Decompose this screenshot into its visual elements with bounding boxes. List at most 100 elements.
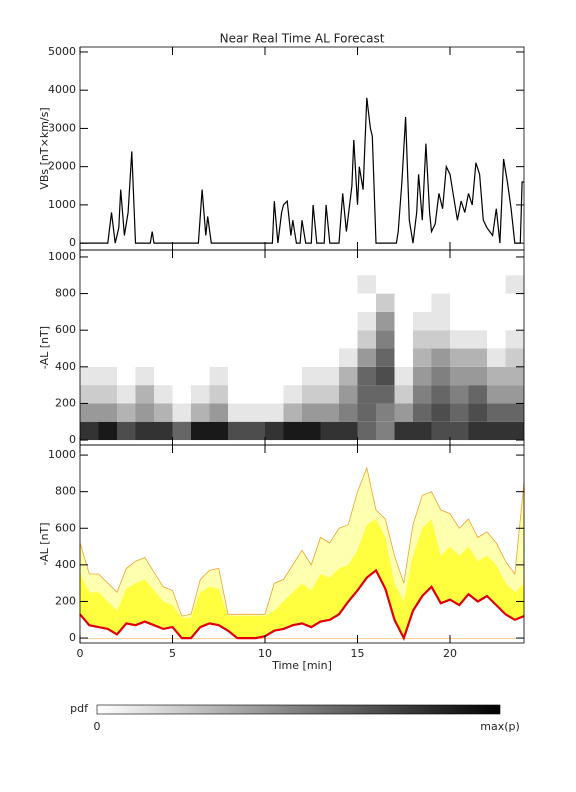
y-tick-label: 600 (55, 521, 76, 534)
heat-cell (357, 421, 376, 441)
data-line (80, 97, 524, 244)
heat-cell (154, 421, 173, 441)
heat-cell (302, 275, 321, 294)
heat-cell (117, 385, 136, 404)
heat-cell (302, 311, 321, 331)
heat-cell (376, 311, 395, 331)
heat-cell (394, 311, 413, 331)
heat-cell (505, 421, 524, 441)
heat-cell (450, 311, 469, 331)
heat-cell (80, 275, 99, 294)
heat-cell (339, 403, 358, 422)
heat-cell (228, 275, 247, 294)
heat-cell (431, 366, 450, 386)
heat-cell (468, 311, 487, 331)
heat-cell (172, 330, 191, 349)
heat-cell (468, 256, 487, 276)
heat-cell (265, 385, 284, 404)
heat-cell (339, 366, 358, 386)
heat-cell (413, 348, 432, 367)
heat-cell (394, 293, 413, 312)
y-tick-label: 800 (55, 287, 76, 300)
heat-cell (394, 403, 413, 422)
heat-cell (376, 403, 395, 422)
heat-cell (450, 293, 469, 312)
heat-cell (191, 403, 210, 422)
heat-cell (98, 366, 117, 386)
band-area (80, 570, 524, 639)
heat-cell (394, 421, 413, 441)
heat-cell (413, 275, 432, 294)
heat-cell (172, 256, 191, 276)
heat-cell (209, 330, 228, 349)
y-tick-label: 400 (55, 558, 76, 571)
heat-cell (413, 385, 432, 404)
heat-cell (505, 311, 524, 331)
y-tick-label: 2000 (48, 160, 76, 173)
y-tick-label: 5000 (48, 45, 76, 58)
heat-cell (228, 385, 247, 404)
heat-cell (172, 293, 191, 312)
heat-cell (394, 385, 413, 404)
heat-cell (135, 366, 154, 386)
heat-cell (154, 348, 173, 367)
y-tick-label: 0 (69, 236, 76, 249)
heat-cell (450, 330, 469, 349)
heat-cell (191, 385, 210, 404)
heat-cell (468, 348, 487, 367)
heat-cell (487, 275, 506, 294)
heat-cell (228, 311, 247, 331)
heat-cell (80, 403, 99, 422)
heat-cell (117, 330, 136, 349)
heat-cell (283, 348, 302, 367)
heat-cell (450, 385, 469, 404)
heat-cell (505, 366, 524, 386)
heat-cell (450, 348, 469, 367)
heat-cell (265, 293, 284, 312)
heat-cell (135, 311, 154, 331)
heat-cell (98, 385, 117, 404)
heat-cell (80, 311, 99, 331)
heat-cell (468, 330, 487, 349)
heat-cell (98, 403, 117, 422)
heat-cell (302, 293, 321, 312)
heat-cell (339, 385, 358, 404)
heat-cell (376, 330, 395, 349)
heat-cell (339, 256, 358, 276)
heat-cell (209, 256, 228, 276)
heat-cell (154, 311, 173, 331)
heat-cell (450, 275, 469, 294)
heat-cell (172, 421, 191, 441)
heat-cell (246, 311, 265, 331)
heat-cell (117, 311, 136, 331)
x-tick-label: 15 (351, 647, 365, 660)
heat-cell (431, 421, 450, 441)
heat-cell (246, 275, 265, 294)
heat-cell (228, 421, 247, 441)
heat-cell (376, 293, 395, 312)
heat-cell (487, 311, 506, 331)
heat-cell (413, 293, 432, 312)
heat-cell (450, 403, 469, 422)
heat-cell (154, 403, 173, 422)
heat-cell (228, 403, 247, 422)
colorbar-min-label: 0 (94, 720, 101, 733)
heat-cell (505, 293, 524, 312)
heat-cell (209, 403, 228, 422)
heat-cell (468, 366, 487, 386)
heat-cell (320, 403, 339, 422)
y-axis-label: VBs [nT×km/s] (38, 107, 51, 189)
colorbar (96, 704, 501, 715)
heat-cell (117, 256, 136, 276)
heat-cell (376, 385, 395, 404)
heat-cell (302, 256, 321, 276)
heat-cell (154, 275, 173, 294)
x-tick-label: 10 (258, 647, 272, 660)
heat-cell (135, 385, 154, 404)
heat-cell (246, 421, 265, 441)
heat-cell (468, 293, 487, 312)
y-tick-label: 0 (69, 631, 76, 644)
heat-cell (394, 330, 413, 349)
heat-cell (209, 293, 228, 312)
